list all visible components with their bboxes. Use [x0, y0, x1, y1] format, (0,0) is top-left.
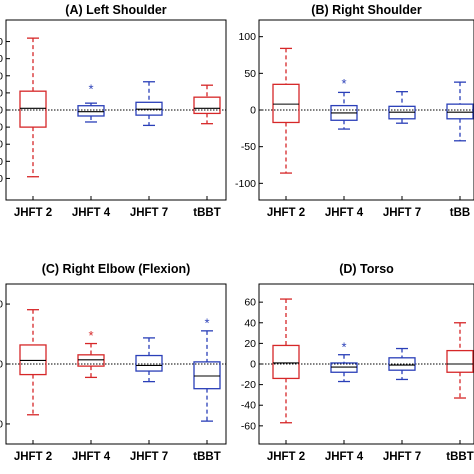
y-tick-label: -40: [241, 400, 256, 412]
panel-4: (D) Torso * -60 -40 -20 0 20 40 60 JHFT 2 JHFT 4 JH…: [241, 262, 474, 463]
box-iqr: [388, 357, 416, 371]
box-iqr: [19, 344, 47, 376]
y-tick-label: 0: [0, 139, 3, 151]
box-1: [19, 37, 47, 178]
box-2: *: [330, 339, 358, 383]
y-tick-label: 0: [250, 105, 256, 117]
box-iqr: [446, 103, 474, 120]
box-3: [388, 91, 416, 124]
x-tick-label: JHFT 2: [14, 207, 52, 219]
y-tick-label: -20: [241, 379, 256, 391]
outlier-marker: *: [341, 339, 346, 354]
panel-title: (D) Torso: [339, 262, 394, 276]
box-1: [272, 298, 300, 424]
box-iqr: [77, 105, 105, 117]
x-tick-label: JHFT 4: [325, 207, 364, 219]
x-tick-label: JHFT 7: [383, 451, 421, 463]
y-tick-label: -60: [241, 420, 256, 432]
y-tick-label: -100: [235, 178, 256, 190]
box-3: [135, 337, 163, 383]
x-tick-label: JHFT 2: [14, 451, 52, 463]
y-tick-label: 0: [0, 105, 3, 117]
box-4: [446, 81, 474, 142]
y-tick-label: 0: [250, 359, 256, 371]
x-tick-label: JHFT 4: [72, 451, 111, 463]
x-tick-label: JHFT 4: [325, 451, 364, 463]
x-tick-label: tBBT: [193, 207, 220, 219]
box-iqr: [446, 349, 474, 373]
box-iqr: [193, 361, 221, 390]
x-tick-label: tBBT: [446, 451, 473, 463]
box-1: [19, 309, 47, 416]
y-tick-label: 0: [0, 122, 3, 134]
outlier-marker: *: [88, 82, 93, 97]
x-tick-label: JHFT 2: [267, 451, 305, 463]
x-tick-label: JHFT 7: [130, 207, 168, 219]
panel-title: (B) Right Shoulder: [311, 3, 422, 17]
x-tick-label: tBBT: [193, 451, 220, 463]
box-iqr: [193, 96, 221, 115]
y-tick-label: 50: [244, 68, 256, 80]
x-tick-label: JHFT 7: [383, 207, 421, 219]
outlier-marker: *: [88, 328, 93, 343]
y-tick-label: 0: [0, 418, 3, 430]
box-4: [446, 322, 474, 399]
box-3: [135, 81, 163, 127]
box-2: *: [77, 328, 105, 379]
outlier-marker: *: [341, 76, 346, 91]
y-tick-label: 0: [0, 156, 3, 168]
y-tick-label: 0: [0, 173, 3, 185]
panel-2: (B) Right Shoulder * -100 -50 0 50 100 JHFT 2 JH…: [235, 3, 474, 219]
panel-3: (C) Right Elbow (Flexion) * * 0 0 0 JHFT 2 JHFT…: [0, 262, 227, 463]
panel-1: (A) Left Shoulder * 0 0 0 0 0 0 0 0 0 JHFT 2 JHFT 4 J…: [0, 3, 227, 219]
box-2: *: [330, 76, 358, 130]
x-tick-label: JHFT 4: [72, 207, 111, 219]
box-iqr: [272, 83, 300, 124]
y-tick-label: -50: [241, 141, 256, 153]
box-iqr: [19, 90, 47, 128]
y-tick-label: 0: [0, 70, 3, 82]
box-iqr: [272, 344, 300, 380]
axes-frame: [258, 283, 474, 445]
box-4: *: [193, 315, 221, 422]
x-tick-label: JHFT 7: [130, 451, 168, 463]
panel-title: (A) Left Shoulder: [65, 3, 167, 17]
y-tick-label: 0: [0, 87, 3, 99]
y-tick-label: 0: [0, 53, 3, 65]
y-tick-label: 0: [0, 359, 3, 371]
x-tick-label: JHFT 2: [267, 207, 305, 219]
box-iqr: [77, 354, 105, 367]
box-3: [388, 347, 416, 381]
x-tick-label: tBB: [450, 207, 470, 219]
y-tick-label: 40: [244, 317, 256, 329]
panel-title: (C) Right Elbow (Flexion): [42, 262, 191, 276]
y-tick-label: 100: [238, 31, 256, 43]
box-iqr: [135, 354, 163, 372]
box-1: [272, 47, 300, 174]
outlier-marker: *: [204, 315, 209, 330]
box-2: *: [77, 82, 105, 123]
y-tick-label: 0: [0, 36, 3, 48]
y-tick-label: 0: [0, 299, 3, 311]
y-tick-label: 60: [244, 297, 256, 309]
box-4: [193, 84, 221, 125]
y-tick-label: 20: [244, 338, 256, 350]
